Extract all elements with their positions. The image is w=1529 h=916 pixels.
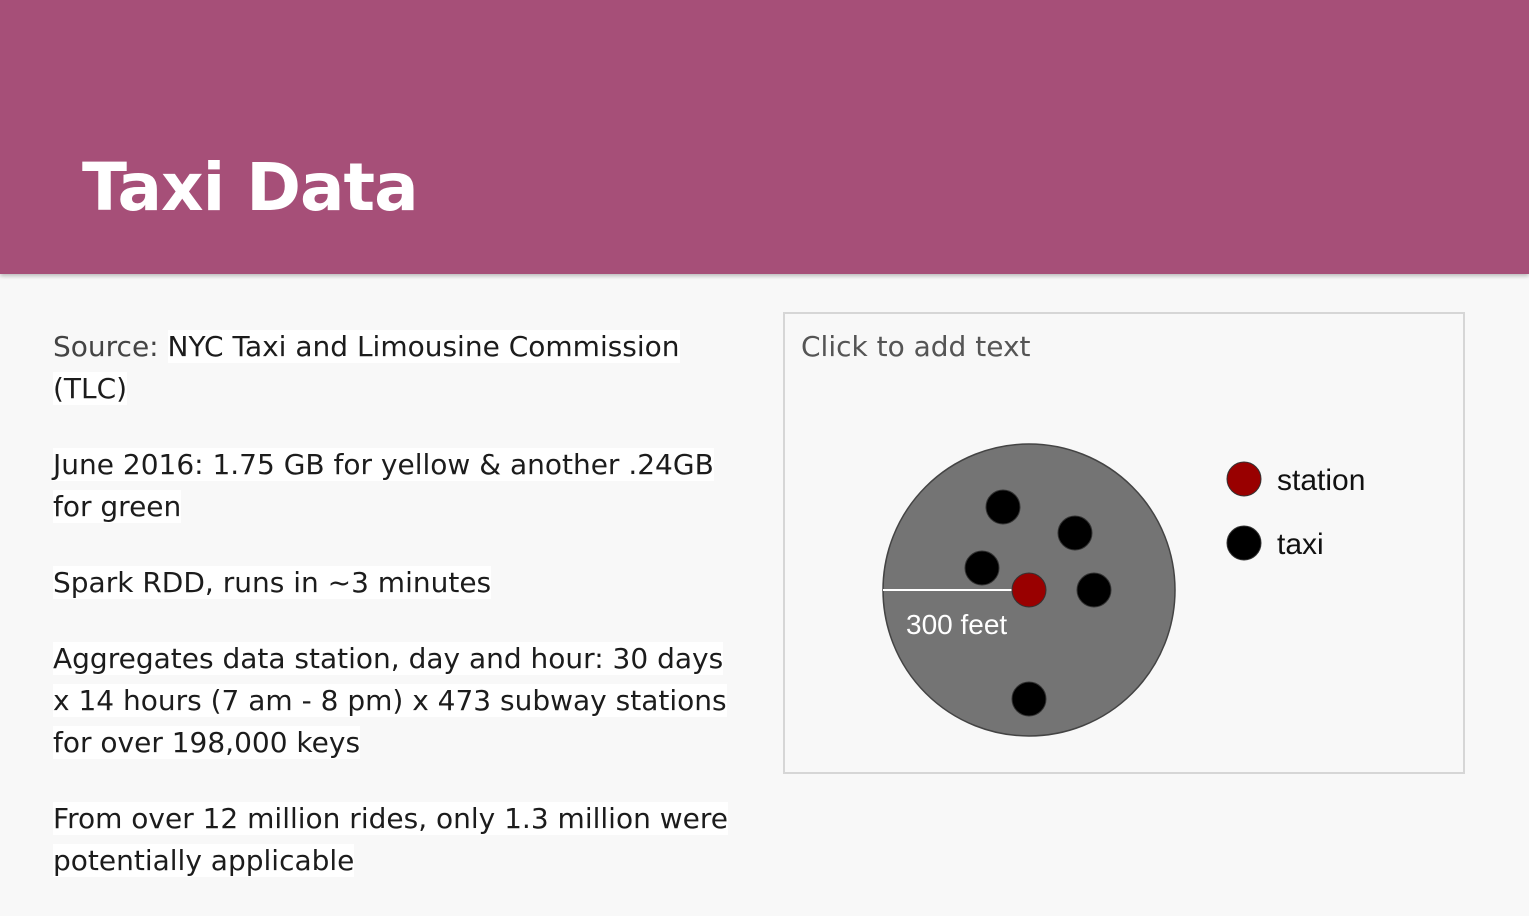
paragraph-spark: Spark RDD, runs in ~3 minutes <box>53 566 492 599</box>
paragraph-source: Source: NYC Taxi and Limousine Commissio… <box>53 326 743 410</box>
legend-station-label: station <box>1277 464 1365 497</box>
legend-taxi-label: taxi <box>1277 528 1324 561</box>
paragraph-data-size: June 2016: 1.75 GB for yellow & another … <box>53 448 714 523</box>
taxi-dot <box>1057 515 1093 551</box>
legend-station-marker <box>1226 461 1262 497</box>
radius-diagram: 300 feet station taxi <box>882 443 1365 737</box>
text-placeholder-box[interactable]: Click to add text <box>783 312 1465 774</box>
taxi-dot <box>1011 681 1047 717</box>
station-dot <box>1011 572 1047 608</box>
legend-taxi-marker <box>1226 525 1262 561</box>
slide-title: Taxi Data <box>82 149 419 226</box>
header-banner: Taxi Data <box>0 0 1529 274</box>
paragraph-aggregates: Aggregates data station, day and hour: 3… <box>53 642 727 759</box>
source-label: Source: <box>53 330 159 363</box>
placeholder-text[interactable]: Click to add text <box>801 330 1031 363</box>
taxi-dot <box>1076 572 1112 608</box>
radius-label: 300 feet <box>906 609 1007 640</box>
taxi-dot <box>964 550 1000 586</box>
taxi-dot <box>985 489 1021 525</box>
